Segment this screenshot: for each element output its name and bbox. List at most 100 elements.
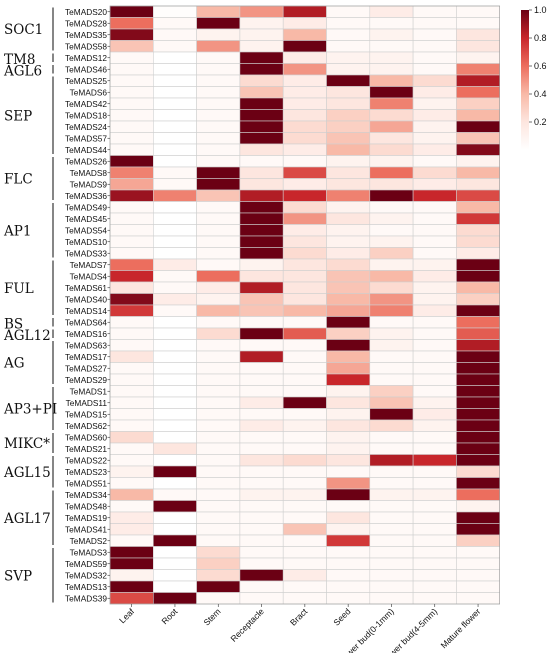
heatmap-cell	[456, 51, 500, 64]
row-label: TeMADS33	[65, 248, 107, 258]
heatmap-cell	[369, 362, 414, 375]
colorbar-tick-label: 0.2	[534, 117, 547, 127]
heatmap-cell	[456, 431, 500, 444]
heatmap-cell	[196, 212, 241, 225]
heatmap-cell	[153, 385, 197, 398]
heatmap-cell	[153, 247, 197, 260]
heatmap-cell	[239, 534, 284, 547]
heatmap-cell	[196, 235, 241, 248]
heatmap-cell	[282, 86, 327, 99]
heatmap-cell	[196, 431, 241, 444]
heatmap-cell	[196, 454, 241, 467]
heatmap-cell	[456, 362, 500, 375]
heatmap-cell	[239, 580, 284, 593]
row-label: TeMADS16	[65, 329, 107, 339]
heatmap-cell	[412, 442, 457, 455]
heatmap-cell	[153, 534, 197, 547]
heatmap-cell	[109, 500, 154, 513]
heatmap-cell	[412, 339, 457, 352]
row-label: TeMADS58	[65, 41, 107, 51]
group-label: FUL	[4, 281, 34, 297]
heatmap-cell	[109, 212, 154, 225]
heatmap-cell	[369, 408, 414, 421]
heatmap-cell	[196, 523, 241, 536]
heatmap-cell	[282, 419, 327, 432]
heatmap-cell	[282, 580, 327, 593]
heatmap-cell	[109, 74, 154, 87]
heatmap-cell	[456, 511, 500, 524]
heatmap-cell	[456, 534, 500, 547]
heatmap-cell	[239, 143, 284, 156]
group-label: SEP	[4, 108, 32, 124]
row-label: TeMADS60	[65, 432, 107, 442]
heatmap-cell	[456, 109, 500, 122]
heatmap-cell	[239, 235, 284, 248]
heatmap-cell	[109, 569, 154, 582]
heatmap-cell	[412, 178, 457, 191]
heatmap-cell	[196, 166, 241, 179]
row-label: TeMADS54	[65, 225, 107, 235]
heatmap-cell	[196, 477, 241, 490]
heatmap-cell	[412, 500, 457, 513]
heatmap-cell	[456, 408, 500, 421]
heatmap-cell	[369, 155, 414, 168]
heatmap-cell	[109, 350, 154, 363]
colorbar-tick-label: 0.8	[534, 33, 547, 43]
row-label: TeMADS46	[65, 64, 107, 74]
heatmap-cell	[239, 511, 284, 524]
heatmap-cell	[153, 28, 197, 41]
heatmap-cell	[196, 247, 241, 260]
column-label: Leaf	[117, 606, 136, 625]
heatmap-cell	[326, 350, 371, 363]
group-label: MIKC*	[4, 436, 50, 452]
heatmap-cell	[412, 235, 457, 248]
heatmap-cell	[239, 431, 284, 444]
heatmap-cell	[326, 224, 371, 237]
heatmap-cell	[282, 500, 327, 513]
heatmap-cell	[456, 488, 500, 501]
heatmap-cell	[239, 17, 284, 30]
heatmap-cell	[282, 442, 327, 455]
heatmap-cell	[456, 442, 500, 455]
row-label: TeMADS32	[65, 570, 107, 580]
heatmap-cell	[456, 339, 500, 352]
row-label: TeMADS25	[65, 76, 107, 86]
heatmap-cell	[109, 143, 154, 156]
heatmap-cell	[456, 350, 500, 363]
heatmap-cell	[456, 212, 500, 225]
heatmap-cell	[326, 178, 371, 191]
heatmap-cell	[282, 293, 327, 306]
heatmap-cell	[456, 396, 500, 409]
heatmap-cell	[369, 40, 414, 53]
heatmap-cell	[326, 546, 371, 559]
heatmap-cell	[196, 178, 241, 191]
heatmap-cell	[239, 327, 284, 340]
heatmap-cell	[153, 293, 197, 306]
heatmap-cell	[326, 120, 371, 133]
heatmap-cell	[153, 408, 197, 421]
heatmap-cell	[326, 5, 371, 18]
heatmap-cell	[153, 569, 197, 582]
heatmap-cell	[239, 63, 284, 76]
heatmap-cell	[109, 580, 154, 593]
heatmap-cell	[369, 51, 414, 64]
heatmap-cell	[239, 557, 284, 570]
heatmap-cell	[196, 224, 241, 237]
heatmap-cell	[326, 396, 371, 409]
heatmap-cell	[282, 385, 327, 398]
heatmap-cell	[326, 143, 371, 156]
heatmap-cell	[456, 327, 500, 340]
heatmap-cell	[196, 500, 241, 513]
heatmap-cell	[369, 63, 414, 76]
heatmap-cell	[369, 247, 414, 260]
heatmap-cell	[326, 17, 371, 30]
row-label: TeMADS18	[65, 110, 107, 120]
group-label: AP3+PI	[3, 402, 57, 418]
heatmap-cell	[109, 419, 154, 432]
heatmap-cell	[239, 500, 284, 513]
heatmap-cell	[412, 258, 457, 271]
heatmap-cell	[456, 523, 500, 536]
heatmap-cell	[282, 362, 327, 375]
heatmap-cell	[109, 293, 154, 306]
group-label: FLC	[4, 172, 33, 188]
